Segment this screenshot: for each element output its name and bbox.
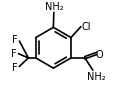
Text: Cl: Cl <box>81 22 90 32</box>
Text: F: F <box>12 35 17 45</box>
Text: NH₂: NH₂ <box>44 2 63 12</box>
Text: NH₂: NH₂ <box>86 72 105 82</box>
Text: F: F <box>12 63 17 73</box>
Text: F: F <box>11 49 17 59</box>
Text: O: O <box>95 50 102 60</box>
